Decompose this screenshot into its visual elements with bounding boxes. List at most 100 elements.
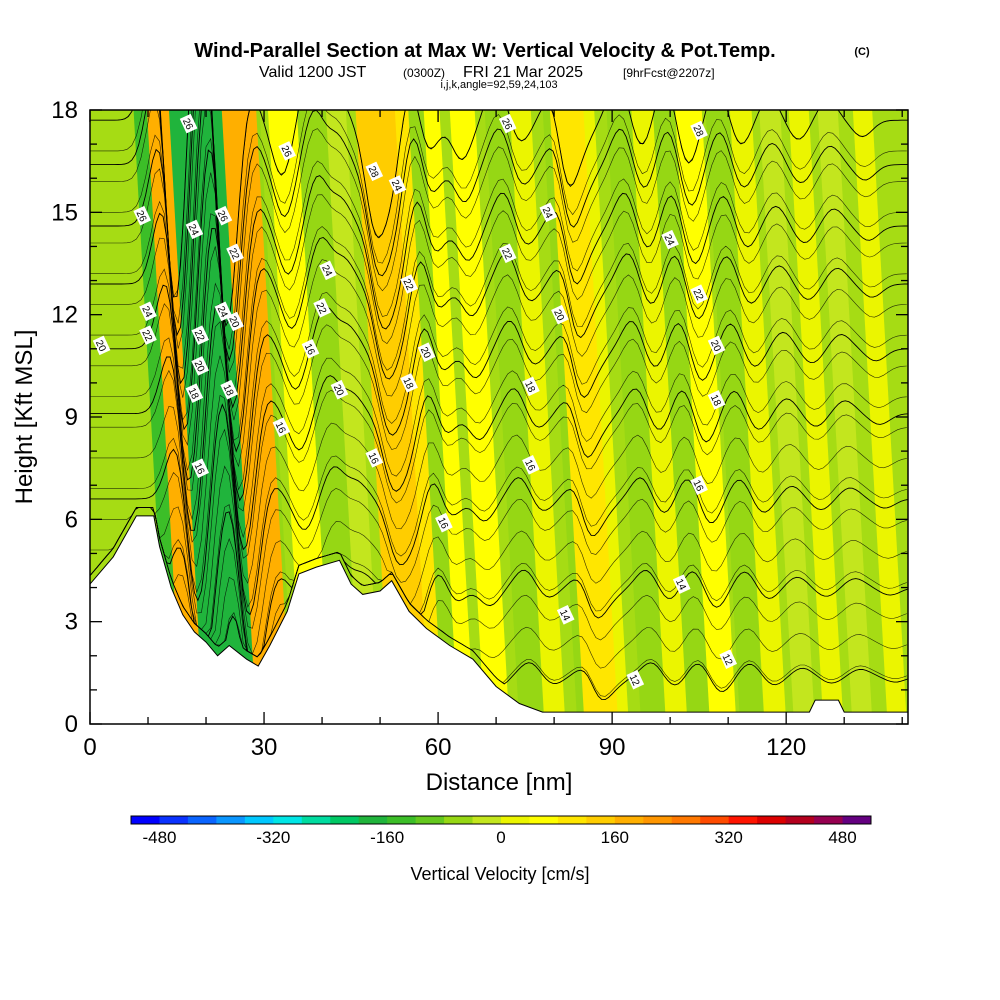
contour-label-text: 20 <box>551 308 566 323</box>
colorbar-tick-label: 160 <box>601 828 629 847</box>
contour-label-text: 12 <box>720 652 735 667</box>
x-tick-label: 90 <box>599 734 626 761</box>
contour-label: 24 <box>661 229 679 250</box>
valid-time-line: Valid 1200 JST (0300Z) FRI 21 Mar 2025 [… <box>259 64 715 81</box>
w-cell-band <box>355 110 430 724</box>
colorbar-label: Vertical Velocity [cm/s] <box>410 864 589 884</box>
y-tick-label: 3 <box>65 609 78 636</box>
contour-label-text: 16 <box>435 516 450 531</box>
colorbar-swatch <box>358 816 388 824</box>
chart-title: Wind-Parallel Section at Max W: Vertical… <box>194 40 775 62</box>
contour-label: 20 <box>707 335 726 356</box>
w-cell-band <box>652 110 713 724</box>
y-axis: 0 3 6 9 12 15 18 <box>51 97 908 738</box>
contour-label: 24 <box>388 175 407 195</box>
colorbar-tick-label: 0 <box>496 828 505 847</box>
colorbar-tick-label: -320 <box>256 828 290 847</box>
contour-label: 28 <box>690 120 708 141</box>
w-cell-band <box>549 110 619 724</box>
contour-label: 16 <box>435 512 453 533</box>
colorbar-swatch <box>757 816 787 824</box>
contour-label: 14 <box>672 574 691 594</box>
contour-label: 26 <box>179 113 198 134</box>
contour-label-text: 22 <box>690 287 705 302</box>
contour-label-text: 22 <box>400 277 415 292</box>
contour-label: 24 <box>185 219 204 240</box>
contour-label: 16 <box>522 455 540 475</box>
contour-label: 22 <box>191 325 210 345</box>
contour-label: 20 <box>417 342 436 362</box>
contour-label: 20 <box>92 335 111 356</box>
contour-label-text: 26 <box>215 209 230 224</box>
theta-contour-minor <box>90 110 907 395</box>
colorbar-swatch <box>131 816 160 824</box>
colorbar-swatch <box>415 816 445 824</box>
contour-label: 20 <box>551 304 569 325</box>
colorbar-tick-label: 320 <box>715 828 743 847</box>
theta-contour-minor <box>90 465 907 655</box>
contour-label-text: 14 <box>557 608 572 623</box>
terrain-profile <box>90 515 908 724</box>
colorbar-swatch <box>814 816 843 824</box>
w-cell-band <box>449 110 510 724</box>
w-cell-band <box>484 110 545 724</box>
contour-label: 26 <box>278 141 297 161</box>
theta-contour-14 <box>90 506 908 658</box>
colorbar-swatch <box>728 816 758 824</box>
contour-label-text: 24 <box>139 305 154 320</box>
theta-contours <box>90 110 908 701</box>
contour-label: 22 <box>690 284 708 304</box>
x-axis-label: Distance [nm] <box>426 769 573 796</box>
contour-label-text: 28 <box>366 165 381 180</box>
contour-label-text: 22 <box>139 328 154 343</box>
colorbar-swatch <box>472 816 502 824</box>
colorbar-swatch <box>501 816 530 824</box>
x-tick-label: 120 <box>766 734 806 761</box>
theta-contour-minor <box>90 321 907 559</box>
contour-label: 22 <box>400 274 418 294</box>
colorbar-swatch <box>387 816 417 824</box>
contour-label-text: 20 <box>192 359 207 374</box>
contour-label: 24 <box>319 260 337 281</box>
contour-label: 22 <box>498 243 517 264</box>
theta-contour-minor <box>90 428 907 629</box>
contour-label-text: 12 <box>627 673 642 688</box>
colorbar: -480 -320 -160 0 160 320 480 <box>130 815 872 847</box>
colorbar-swatch <box>842 816 872 824</box>
contour-label-text: 18 <box>186 386 201 401</box>
w-cell-band <box>817 110 873 724</box>
contour-label-text: 18 <box>221 383 236 398</box>
colorbar-swatch <box>330 816 360 824</box>
contour-label: 22 <box>313 298 331 318</box>
contour-label-text: 24 <box>319 264 334 279</box>
contour-label-text: 20 <box>708 339 723 354</box>
contour-label-text: 22 <box>313 301 328 316</box>
contour-label: 16 <box>301 339 320 359</box>
contour-label-text: 26 <box>499 117 514 132</box>
contour-label-text: 22 <box>226 247 241 262</box>
theta-contour-minor <box>90 110 907 350</box>
grid-info: i,j,k,angle=92,59,24,103 <box>440 79 557 91</box>
theta-contour-minor <box>90 507 907 669</box>
contour-label-text: 16 <box>192 461 207 476</box>
contour-label-text: 24 <box>215 305 230 320</box>
copyright-mark: (C) <box>854 46 870 58</box>
contour-label-text: 24 <box>186 223 201 238</box>
colorbar-swatch <box>643 816 673 824</box>
theta-contour-minor <box>90 507 907 658</box>
contour-label-text: 18 <box>708 393 723 408</box>
contour-label: 22 <box>139 325 157 345</box>
vertical-velocity-field <box>90 110 908 724</box>
contour-label-text: 26 <box>279 144 294 159</box>
theta-contour-minor <box>90 504 907 658</box>
contour-label-text: 20 <box>226 315 241 330</box>
y-axis-label: Height [Kft MSL] <box>11 330 38 505</box>
colorbar-swatch <box>301 816 331 824</box>
contour-label: 14 <box>556 605 575 625</box>
theta-contour-16 <box>90 403 908 616</box>
w-cell-band <box>606 110 666 724</box>
contour-label-text: 24 <box>389 178 404 193</box>
contour-label: 12 <box>626 669 645 690</box>
contour-label: 24 <box>139 301 157 322</box>
w-cell-band <box>852 110 907 724</box>
